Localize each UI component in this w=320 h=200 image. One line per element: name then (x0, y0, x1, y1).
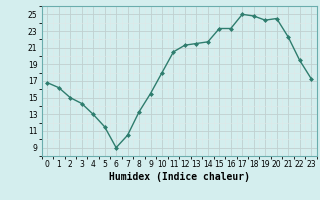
X-axis label: Humidex (Indice chaleur): Humidex (Indice chaleur) (109, 172, 250, 182)
